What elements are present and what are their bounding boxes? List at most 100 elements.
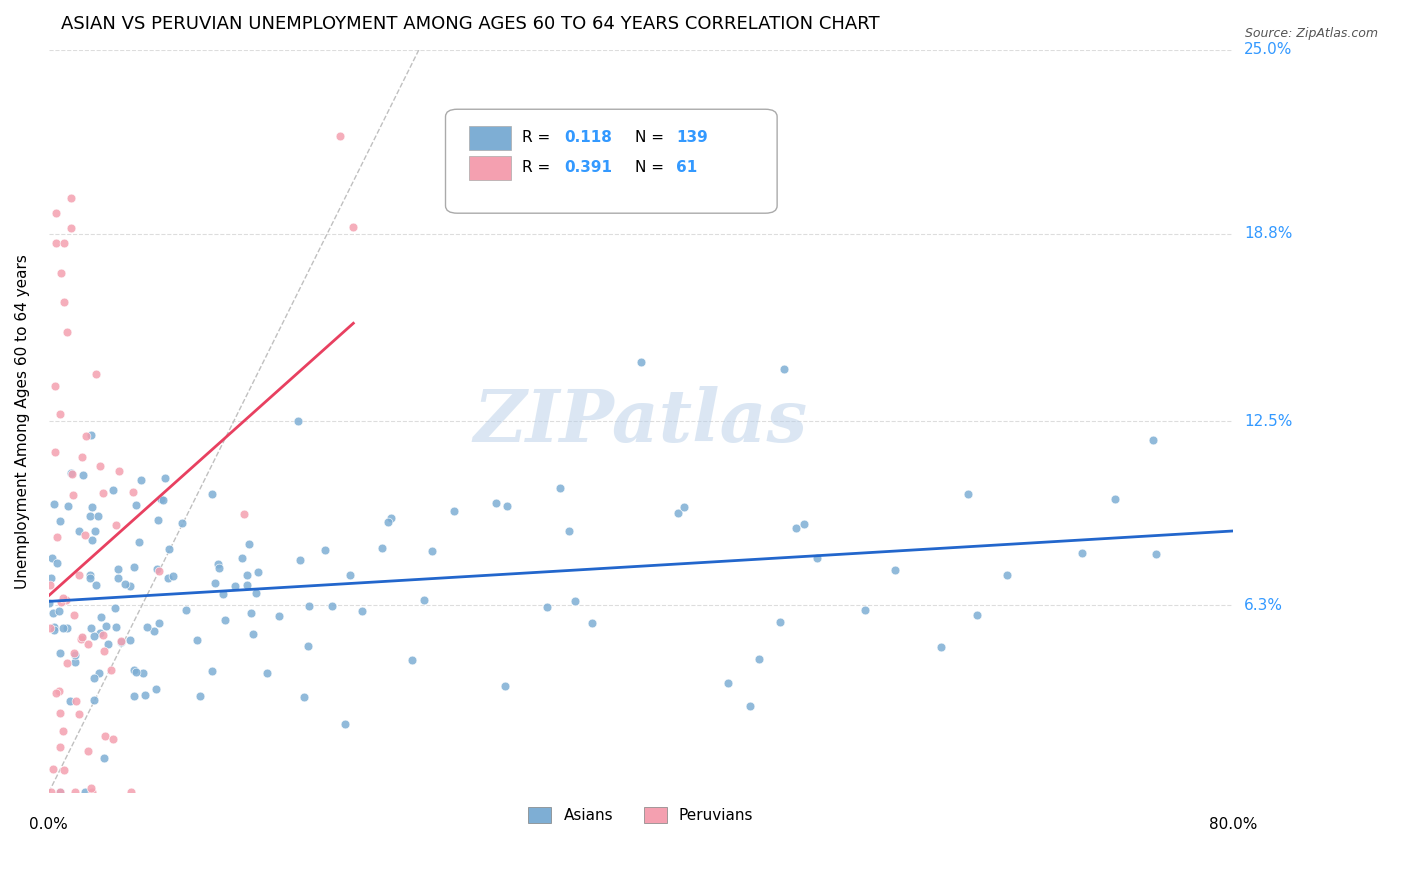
Point (773, 362, 796, 376)
Point (371, 541, 394, 556)
Point (84, 368, 107, 382)
Point (297, 639, 319, 653)
Point (212, 587, 235, 601)
Point (44, 620, 66, 634)
Point (128, 535, 150, 549)
Point (131, 473, 153, 487)
Point (208, 561, 231, 575)
Point (48, 646, 70, 660)
Text: N =: N = (636, 130, 669, 145)
Point (201, 487, 224, 501)
Text: 0.0%: 0.0% (30, 817, 67, 832)
Point (124, 665, 146, 680)
Point (298, 599, 321, 614)
Point (63, 646, 86, 660)
Point (966, 607, 988, 622)
Point (201, 664, 224, 678)
Point (72, 630, 94, 644)
Point (63, 648, 86, 662)
Point (443, 504, 465, 518)
Point (56, 500, 79, 514)
Point (51, 724, 73, 739)
Point (89, 458, 111, 473)
Point (63, 785, 86, 799)
Point (769, 615, 792, 630)
Point (48, 684, 70, 698)
Text: 0.391: 0.391 (564, 160, 612, 175)
Point (321, 599, 343, 614)
Point (105, 518, 128, 533)
Point (162, 569, 184, 583)
Point (131, 666, 153, 681)
Point (143, 624, 166, 638)
Point (84, 578, 107, 592)
Point (45, 556, 67, 570)
Point (49, 266, 72, 280)
Point (558, 524, 581, 538)
Point (59, 694, 82, 708)
Point (152, 493, 174, 508)
Text: 12.5%: 12.5% (1244, 414, 1292, 429)
Point (80, 533, 103, 547)
Point (107, 562, 129, 576)
Point (55, 325, 77, 339)
Point (59, 221, 82, 235)
Point (114, 577, 136, 591)
Point (738, 698, 761, 713)
Point (245, 586, 267, 600)
Point (39, 621, 62, 635)
Point (329, 128, 352, 143)
Point (122, 690, 145, 704)
Text: R =: R = (523, 160, 555, 175)
Point (785, 521, 807, 535)
Text: 25.0%: 25.0% (1244, 42, 1292, 57)
Text: 6.3%: 6.3% (1244, 598, 1284, 613)
Point (883, 563, 905, 577)
Point (339, 567, 361, 582)
Text: Source: ZipAtlas.com: Source: ZipAtlas.com (1244, 27, 1378, 40)
Point (41, 550, 63, 565)
Point (93, 627, 115, 641)
Point (42, 762, 65, 776)
Point (42, 624, 65, 638)
Point (204, 576, 226, 591)
Text: N =: N = (636, 160, 669, 175)
Point (48, 604, 70, 618)
Point (56, 621, 79, 635)
Point (995, 568, 1018, 582)
Point (93, 644, 115, 658)
Point (107, 571, 129, 585)
Point (174, 603, 197, 617)
Point (97, 637, 120, 651)
Point (59, 467, 82, 481)
Text: 61: 61 (676, 160, 697, 175)
Point (104, 600, 127, 615)
Point (494, 680, 516, 694)
Point (536, 600, 558, 615)
FancyBboxPatch shape (470, 156, 510, 180)
Point (52, 622, 75, 636)
Point (49, 515, 72, 529)
Point (717, 675, 740, 690)
Point (63, 655, 86, 669)
Point (67, 706, 90, 721)
Point (83, 692, 105, 706)
Point (52, 591, 75, 605)
Point (80, 780, 103, 795)
Point (155, 470, 177, 484)
Point (39, 571, 62, 585)
Point (931, 640, 953, 654)
Point (41, 785, 63, 799)
Point (63, 608, 86, 623)
Point (256, 665, 278, 680)
Point (79, 571, 101, 585)
Point (214, 613, 236, 627)
Point (62, 488, 84, 502)
Text: 80.0%: 80.0% (1209, 817, 1257, 832)
Point (87, 508, 110, 523)
Point (125, 498, 148, 512)
Point (87, 665, 110, 680)
Point (49, 595, 72, 609)
Point (56, 657, 79, 671)
Point (67, 568, 90, 582)
